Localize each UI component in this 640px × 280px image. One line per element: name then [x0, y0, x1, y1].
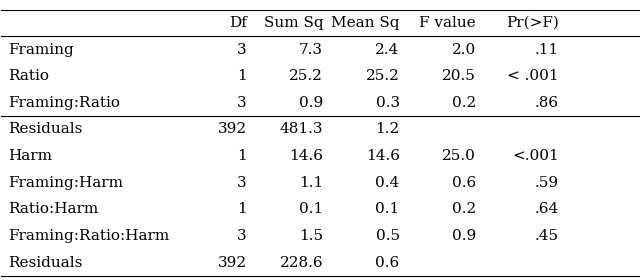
Text: 0.1: 0.1 — [299, 202, 323, 216]
Text: 0.3: 0.3 — [376, 96, 399, 110]
Text: 25.0: 25.0 — [442, 149, 476, 163]
Text: 3: 3 — [237, 43, 246, 57]
Text: 2.4: 2.4 — [376, 43, 399, 57]
Text: Framing:Harm: Framing:Harm — [8, 176, 123, 190]
Text: 0.9: 0.9 — [299, 96, 323, 110]
Text: 7.3: 7.3 — [299, 43, 323, 57]
Text: 228.6: 228.6 — [280, 256, 323, 270]
Text: Df: Df — [229, 16, 246, 30]
Text: 0.5: 0.5 — [376, 229, 399, 243]
Text: 1.1: 1.1 — [299, 176, 323, 190]
Text: 1: 1 — [237, 149, 246, 163]
Text: 3: 3 — [237, 176, 246, 190]
Text: 392: 392 — [218, 256, 246, 270]
Text: 0.6: 0.6 — [452, 176, 476, 190]
Text: 0.2: 0.2 — [452, 202, 476, 216]
Text: 14.6: 14.6 — [289, 149, 323, 163]
Text: Framing: Framing — [8, 43, 74, 57]
Text: Ratio:Harm: Ratio:Harm — [8, 202, 98, 216]
Text: .59: .59 — [535, 176, 559, 190]
Text: .86: .86 — [535, 96, 559, 110]
Text: 0.4: 0.4 — [376, 176, 399, 190]
Text: Pr(>F): Pr(>F) — [506, 16, 559, 30]
Text: 20.5: 20.5 — [442, 69, 476, 83]
Text: Sum Sq: Sum Sq — [264, 16, 323, 30]
Text: Ratio: Ratio — [8, 69, 49, 83]
Text: Residuals: Residuals — [8, 122, 82, 136]
Text: <.001: <.001 — [512, 149, 559, 163]
Text: 2.0: 2.0 — [452, 43, 476, 57]
Text: .11: .11 — [534, 43, 559, 57]
Text: 25.2: 25.2 — [366, 69, 399, 83]
Text: Framing:Ratio:Harm: Framing:Ratio:Harm — [8, 229, 169, 243]
Text: Mean Sq: Mean Sq — [331, 16, 399, 30]
Text: 481.3: 481.3 — [280, 122, 323, 136]
Text: 0.1: 0.1 — [376, 202, 399, 216]
Text: .45: .45 — [535, 229, 559, 243]
Text: 0.6: 0.6 — [376, 256, 399, 270]
Text: .64: .64 — [534, 202, 559, 216]
Text: 392: 392 — [218, 122, 246, 136]
Text: 1.5: 1.5 — [299, 229, 323, 243]
Text: F value: F value — [419, 16, 476, 30]
Text: 3: 3 — [237, 229, 246, 243]
Text: < .001: < .001 — [508, 69, 559, 83]
Text: 25.2: 25.2 — [289, 69, 323, 83]
Text: 0.2: 0.2 — [452, 96, 476, 110]
Text: Harm: Harm — [8, 149, 52, 163]
Text: 3: 3 — [237, 96, 246, 110]
Text: 1: 1 — [237, 202, 246, 216]
Text: 1: 1 — [237, 69, 246, 83]
Text: 14.6: 14.6 — [365, 149, 399, 163]
Text: 0.9: 0.9 — [452, 229, 476, 243]
Text: Framing:Ratio: Framing:Ratio — [8, 96, 120, 110]
Text: 1.2: 1.2 — [376, 122, 399, 136]
Text: Residuals: Residuals — [8, 256, 82, 270]
